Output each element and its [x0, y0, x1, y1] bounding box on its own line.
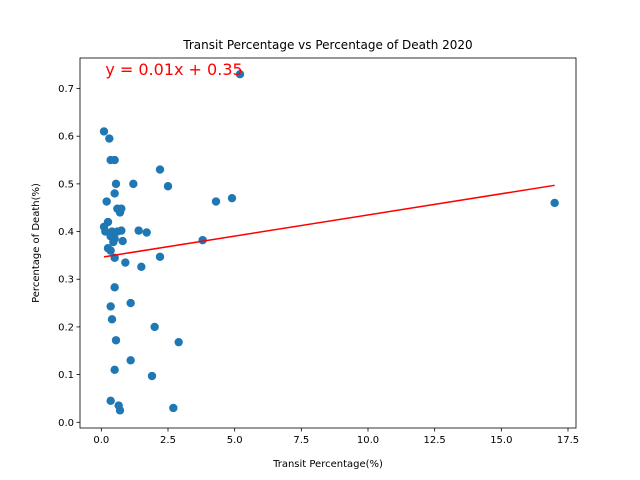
- data-point: [150, 322, 159, 332]
- regression-equation-annotation: y = 0.01x + 0.35: [105, 60, 242, 79]
- x-axis-label: Transit Percentage(%): [272, 459, 383, 470]
- data-point: [102, 197, 111, 206]
- x-tick-label: 12.5: [424, 435, 446, 446]
- data-point: [107, 315, 117, 324]
- data-point: [227, 193, 237, 203]
- y-tick-label: 0.3: [58, 275, 74, 286]
- data-point: [126, 356, 135, 365]
- y-tick-label: 0.4: [58, 227, 74, 238]
- data-point: [115, 406, 125, 415]
- data-point: [174, 337, 183, 347]
- x-tick-label: 10.0: [357, 435, 379, 446]
- data-point: [106, 246, 115, 255]
- data-point: [129, 179, 138, 189]
- data-point: [111, 336, 121, 345]
- data-point: [111, 179, 121, 189]
- x-tick-label: 15.0: [490, 435, 512, 446]
- data-point: [110, 283, 119, 292]
- data-point: [117, 226, 126, 235]
- ticks-layer: 0.0 2.5 5.0 7.5 10.0 12.5 15.0 17.5 0.0 0.1 0.2 0.3…: [58, 84, 579, 446]
- y-tick-label: 0.6: [58, 132, 74, 143]
- data-point: [106, 302, 115, 311]
- y-tick-label: 0.1: [58, 370, 74, 381]
- y-tick-label: 0.5: [58, 179, 74, 190]
- data-point: [106, 396, 115, 406]
- data-point: [211, 197, 221, 206]
- data-point: [99, 127, 109, 136]
- data-point: [109, 237, 118, 247]
- data-point: [134, 226, 143, 235]
- data-point: [110, 365, 119, 375]
- x-tick-label: 7.5: [293, 435, 309, 446]
- regression-line: [103, 184, 555, 258]
- data-point: [169, 403, 178, 413]
- data-point: [118, 236, 127, 246]
- x-tick-label: 5.0: [227, 435, 243, 446]
- data-point: [550, 198, 559, 208]
- data-point: [126, 298, 135, 308]
- y-axis-label: Percentage of Death(%): [31, 183, 42, 303]
- plot-frame: [79, 57, 577, 429]
- y-tick-label: 0.0: [58, 418, 74, 429]
- data-point: [105, 134, 114, 143]
- x-tick-label: 17.5: [557, 435, 579, 446]
- data-point: [110, 155, 119, 165]
- x-tick-label: 0.0: [93, 435, 109, 446]
- y-tick-label: 0.7: [58, 84, 74, 95]
- data-point: [110, 189, 119, 198]
- marks-layer: [99, 70, 559, 415]
- data-point: [147, 371, 157, 381]
- data-point: [163, 182, 173, 191]
- data-point: [115, 208, 125, 217]
- y-tick-label: 0.2: [58, 322, 74, 333]
- data-point: [121, 258, 130, 267]
- x-tick-label: 2.5: [160, 435, 176, 446]
- data-point: [155, 252, 165, 262]
- data-point: [142, 228, 151, 237]
- chart-title: Transit Percentage vs Percentage of Deat…: [182, 38, 472, 52]
- data-point: [155, 165, 165, 174]
- data-point: [235, 70, 245, 79]
- data-point: [137, 262, 146, 272]
